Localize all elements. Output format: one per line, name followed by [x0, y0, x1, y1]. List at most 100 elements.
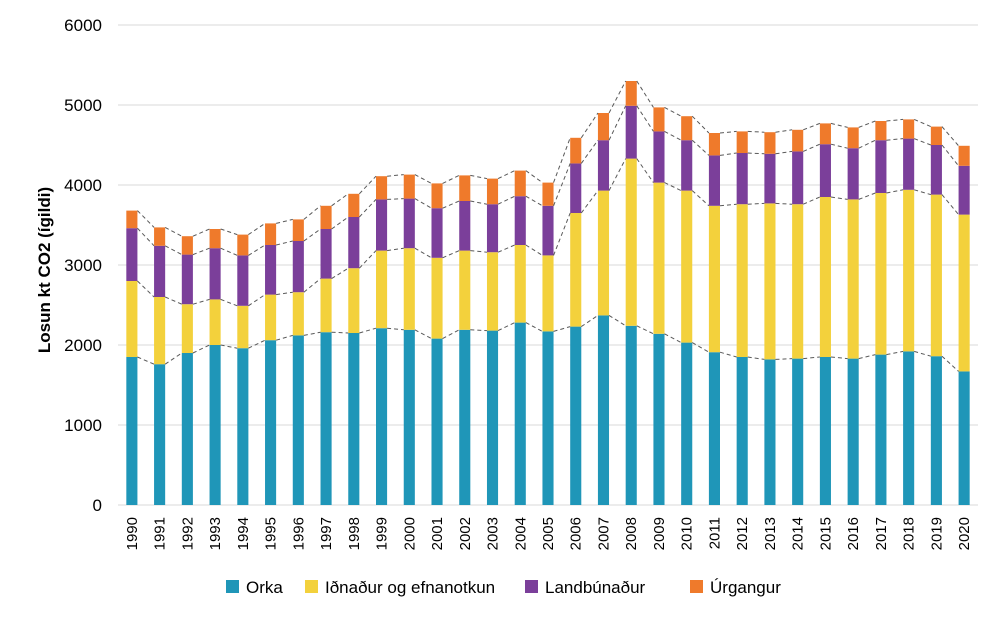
bar-segment — [542, 205, 554, 256]
bar-segment — [154, 297, 166, 365]
series-connector-line — [747, 356, 765, 360]
series-connector-line — [303, 278, 321, 293]
bar-segment — [681, 342, 693, 505]
series-connector-line — [414, 247, 432, 259]
y-tick-label: 1000 — [64, 416, 102, 435]
series-connector-line — [664, 130, 682, 141]
series-connector-line — [608, 158, 627, 191]
series-connector-line — [775, 129, 793, 133]
series-connector-line — [137, 227, 155, 247]
bar-segment — [792, 129, 804, 152]
series-connector-line — [858, 120, 876, 128]
bar-segment — [958, 214, 970, 372]
bar-segment — [209, 229, 221, 249]
series-connector-line — [691, 115, 710, 134]
bar-segment — [403, 174, 415, 199]
series-connector-line — [248, 244, 266, 256]
bar-segment — [431, 208, 443, 258]
legend-swatch — [226, 580, 239, 593]
series-connector-line — [803, 122, 821, 131]
series-connector-line — [747, 152, 765, 155]
y-tick-label: 0 — [93, 496, 102, 515]
series-connector-line — [914, 189, 931, 196]
bar-segment — [958, 165, 970, 215]
series-connector-line — [358, 199, 377, 218]
series-connector-line — [664, 182, 682, 192]
series-connector-line — [137, 280, 155, 298]
x-tick-label: 1995 — [263, 517, 280, 550]
x-tick-label: 2011 — [706, 517, 723, 549]
series-connector-line — [192, 344, 210, 354]
series-connector-line — [303, 205, 321, 220]
series-connector-line — [719, 351, 737, 358]
bar-segment — [237, 305, 249, 349]
series-connector-line — [636, 325, 654, 335]
series-connector-line — [192, 228, 210, 237]
series-connector-line — [886, 138, 904, 141]
bar-segment — [348, 333, 360, 505]
series-connector-line — [442, 174, 460, 184]
series-connector-line — [331, 331, 349, 334]
series-connector-line — [719, 152, 737, 156]
y-tick-label: 6000 — [64, 16, 102, 35]
series-connector-line — [303, 228, 321, 242]
bar-segment — [708, 155, 720, 206]
series-connector-line — [941, 126, 959, 147]
bar-segment — [681, 140, 693, 191]
series-connector-line — [803, 196, 821, 205]
series-connector-line — [747, 130, 765, 133]
series-connector-line — [220, 344, 238, 349]
x-tick-label: 2005 — [540, 517, 557, 550]
series-connector-line — [664, 333, 682, 344]
bar-segment — [126, 210, 138, 229]
bar-segment — [126, 281, 138, 357]
series-connector-line — [359, 327, 377, 334]
bar-segment — [653, 182, 665, 334]
series-connector-line — [941, 144, 959, 167]
bar-segment — [958, 371, 970, 505]
series-connector-line — [636, 158, 654, 183]
series-connector-line — [137, 356, 155, 365]
legend-label: Landbúnaður — [545, 578, 646, 597]
bar-segment — [348, 193, 360, 217]
series-connector-line — [164, 226, 183, 237]
bar-segment — [792, 358, 804, 505]
bar-segment — [486, 252, 499, 331]
bar-segment — [431, 338, 443, 505]
series-connector-line — [913, 118, 932, 128]
x-tick-label: 2012 — [734, 517, 751, 550]
series-connector-line — [497, 195, 515, 205]
bar-segment — [403, 329, 415, 505]
x-tick-label: 2002 — [457, 517, 474, 550]
x-tick-label: 2010 — [679, 517, 696, 550]
series-connector-line — [192, 247, 210, 256]
bar-segment — [154, 364, 166, 505]
series-connector-line — [248, 294, 266, 307]
bar-segment — [181, 353, 193, 505]
series-connector-line — [497, 322, 515, 332]
bar-segment — [542, 331, 554, 505]
x-tick-label: 1998 — [346, 517, 363, 550]
bar-segment — [819, 123, 831, 145]
bar-segment — [209, 248, 221, 300]
series-connector-line — [525, 244, 543, 256]
series-connector-line — [442, 200, 460, 209]
x-tick-label: 2018 — [901, 517, 918, 550]
series-connector-line — [470, 200, 488, 205]
legend-label: Iðnaður og efnanotkun — [325, 578, 495, 597]
series-connector-line — [775, 358, 793, 360]
series-connector-line — [331, 193, 349, 207]
bar-segment — [847, 358, 859, 505]
series-connector-line — [497, 244, 515, 253]
bar-segment — [459, 201, 471, 251]
bar-segment — [292, 241, 304, 293]
y-axis-label: Losun kt CO2 (ígildi) — [35, 187, 54, 353]
x-tick-label: 1994 — [235, 517, 252, 550]
bar-segment — [403, 198, 415, 249]
bar-segment — [930, 356, 942, 505]
legend-label: Úrgangur — [710, 578, 781, 597]
series-connector-line — [470, 174, 488, 180]
bar-segment — [431, 183, 443, 209]
x-tick-label: 1997 — [318, 517, 335, 550]
